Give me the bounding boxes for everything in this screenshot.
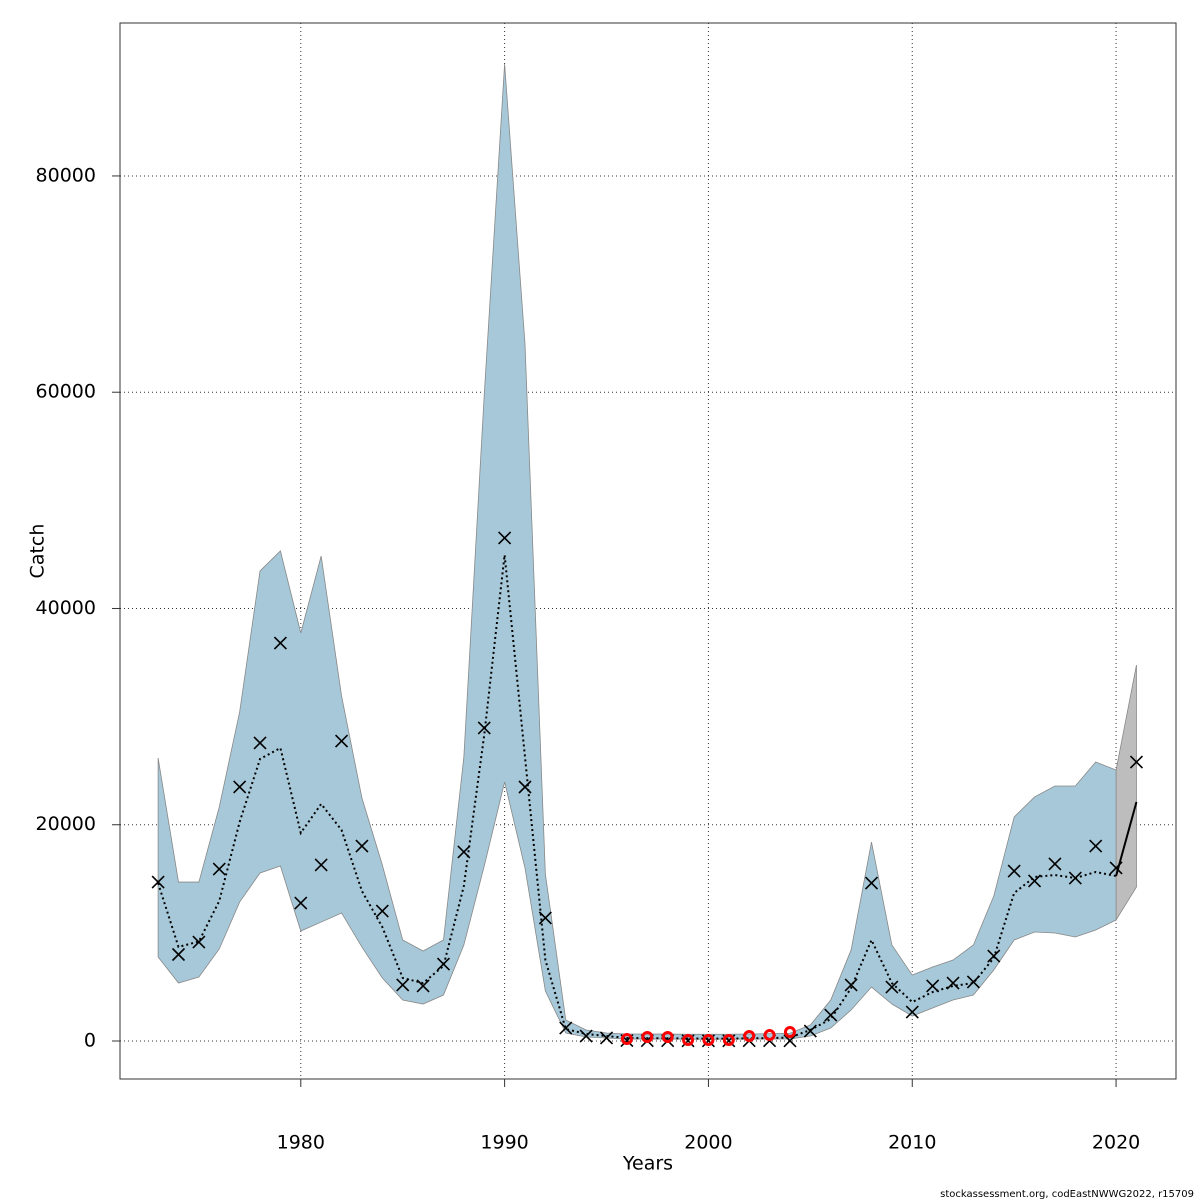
- observed-marker: [864, 876, 879, 890]
- x-tick-label: 1990: [480, 1132, 528, 1154]
- observed-marker: [212, 862, 226, 876]
- y-tick-label: 20000: [36, 813, 96, 835]
- observed-marker: [416, 979, 430, 993]
- flagged-marker: [661, 1031, 674, 1044]
- x-tick-label: 2020: [1092, 1132, 1140, 1154]
- observed-marker: [273, 636, 287, 650]
- observed-marker: [1109, 861, 1123, 875]
- y-tick-label: 60000: [36, 381, 96, 403]
- flagged-marker: [722, 1034, 735, 1047]
- observed-marker: [579, 1029, 593, 1043]
- confidence-band: [1115, 664, 1137, 922]
- x-tick-label: 2000: [684, 1132, 732, 1154]
- y-tick-label: 0: [84, 1030, 96, 1052]
- observed-marker: [966, 975, 980, 989]
- observed-marker: [905, 1005, 919, 1019]
- observed-marker: [885, 980, 899, 994]
- observed-marker: [151, 875, 165, 889]
- flagged-marker: [702, 1034, 715, 1047]
- observed-marker: [192, 935, 206, 949]
- observed-marker: [559, 1021, 573, 1035]
- observed-marker: [1089, 839, 1103, 853]
- x-tick-label: 1980: [277, 1132, 325, 1154]
- observed-marker: [334, 734, 349, 748]
- observed-marker: [314, 858, 328, 872]
- observed-marker: [1048, 857, 1062, 871]
- observed-marker: [457, 845, 471, 859]
- observed-marker: [233, 780, 247, 794]
- y-axis-label: Catch: [27, 524, 49, 579]
- observed-marker: [1068, 871, 1082, 885]
- flagged-marker: [783, 1026, 796, 1039]
- observed-marker: [396, 978, 410, 992]
- observed-marker: [538, 911, 552, 925]
- observed-marker: [294, 896, 308, 910]
- observed-marker: [599, 1031, 614, 1045]
- observed-marker: [477, 721, 491, 735]
- observed-marker: [926, 979, 940, 993]
- observed-marker: [355, 839, 369, 853]
- x-tick-label: 2010: [888, 1132, 936, 1154]
- observed-marker: [375, 904, 389, 918]
- x-axis-label: Years: [622, 1153, 673, 1175]
- observed-marker: [844, 978, 858, 992]
- observed-marker: [498, 531, 512, 545]
- confidence-band: [157, 64, 1117, 1040]
- y-tick-label: 80000: [36, 164, 96, 186]
- observed-marker: [1129, 755, 1144, 769]
- observed-marker: [518, 780, 532, 794]
- footer: stockassessment.org, codEastNWWG2022, r1…: [940, 1189, 1194, 1200]
- flagged-marker: [620, 1033, 633, 1046]
- observed-marker: [946, 976, 960, 990]
- observed-marker: [253, 736, 267, 750]
- observed-marker: [803, 1024, 817, 1038]
- y-tick-label: 40000: [36, 597, 96, 619]
- observed-marker: [824, 1008, 838, 1022]
- flagged-marker: [682, 1034, 695, 1047]
- observed-marker: [1027, 874, 1042, 888]
- plot-frame: [119, 22, 1177, 1080]
- observed-marker: [783, 1034, 797, 1048]
- flagged-marker: [641, 1031, 654, 1044]
- flagged-marker: [763, 1029, 776, 1042]
- observed-marker: [987, 949, 1001, 963]
- observed-marker: [1007, 864, 1021, 878]
- flagged-marker: [743, 1030, 756, 1043]
- observed-marker: [436, 957, 451, 971]
- observed-marker: [171, 947, 186, 962]
